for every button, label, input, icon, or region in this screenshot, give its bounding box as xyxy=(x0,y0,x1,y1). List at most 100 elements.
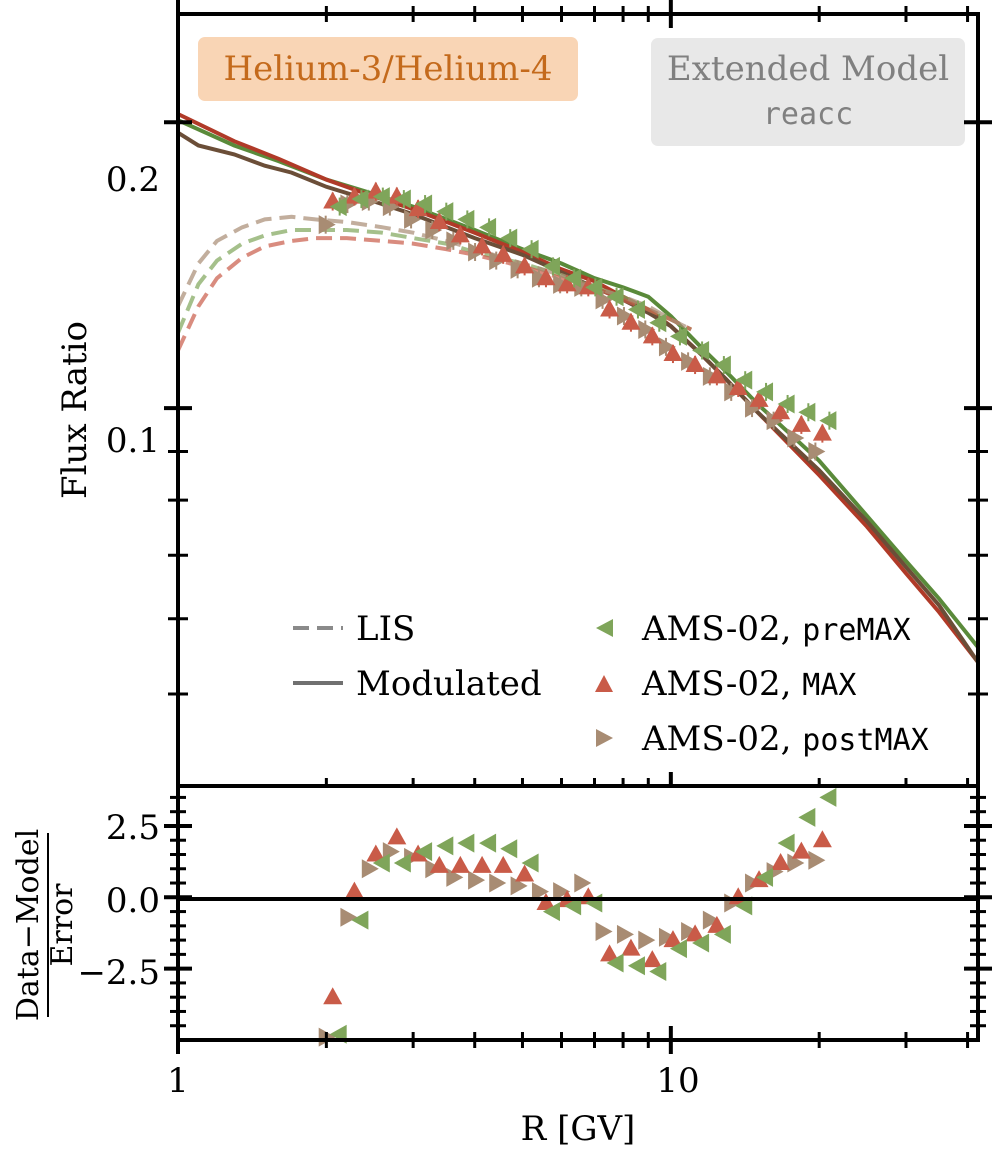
data-point-max xyxy=(557,274,577,292)
data-point-premax xyxy=(393,189,411,209)
residual-point-max xyxy=(621,938,641,956)
residual-label-numerator: Data−Model xyxy=(11,829,46,1021)
residual-point-premax xyxy=(669,939,687,959)
data-point-premax xyxy=(627,300,645,320)
residual-point-postmax xyxy=(638,930,656,950)
residual-point-premax xyxy=(415,842,433,862)
data-point-max xyxy=(771,402,791,420)
residual-point-max xyxy=(472,855,492,873)
data-point-premax xyxy=(479,217,497,237)
data-point-max xyxy=(493,244,513,262)
x-tick-label-1: 1 xyxy=(167,1061,189,1101)
residual-tick-label-2.5: 2.5 xyxy=(106,808,160,848)
data-point-premax xyxy=(735,370,753,390)
residual-point-postmax xyxy=(787,853,805,873)
data-point-premax xyxy=(372,187,390,207)
modulated-curve-postmax xyxy=(176,131,980,664)
data-point-premax xyxy=(585,277,603,297)
residual-point-max xyxy=(387,827,407,845)
residual-point-max xyxy=(771,853,791,871)
legend-postmax-label: AMS-02, postMAX xyxy=(641,719,929,759)
data-point-max xyxy=(429,212,449,230)
residual-point-max xyxy=(450,855,470,873)
residual-tick-label-minus2.5: −2.5 xyxy=(77,953,160,993)
x-axis-label: R [GV] xyxy=(521,1109,636,1149)
residual-point-premax xyxy=(606,953,624,973)
legend-premax-label: AMS-02, preMAX xyxy=(641,609,911,649)
residual-point-postmax xyxy=(468,870,486,890)
data-point-premax xyxy=(713,355,731,375)
legend: LIS Modulated AMS-02, preMAX AMS-02, MAX… xyxy=(293,609,929,759)
residual-point-max xyxy=(663,930,683,948)
residual-point-premax xyxy=(713,924,731,944)
y-axis-label: Flux Ratio xyxy=(55,321,95,499)
model-label: Extended Model xyxy=(667,49,949,89)
legend-modulated-label: Modulated xyxy=(356,664,542,704)
data-point-max xyxy=(749,389,769,407)
data-point-postmax xyxy=(638,319,656,339)
residual-point-max xyxy=(812,830,832,848)
data-point-premax xyxy=(819,411,837,431)
residual-point-premax xyxy=(542,902,560,922)
residual-point-premax xyxy=(521,853,539,873)
data-point-premax xyxy=(649,313,667,333)
data-point-postmax xyxy=(404,209,422,229)
modulated-curve-max xyxy=(177,112,980,664)
residual-point-max xyxy=(600,944,620,962)
residual-point-premax xyxy=(735,896,753,916)
residual-point-max xyxy=(707,915,727,933)
data-point-premax xyxy=(521,239,539,259)
data-point-max xyxy=(621,312,641,330)
data-point-max xyxy=(642,326,662,344)
legend-max-marker xyxy=(595,675,613,692)
residual-point-max xyxy=(429,855,449,873)
residual-markers xyxy=(318,787,837,1047)
data-point-max xyxy=(450,225,470,243)
data-point-premax xyxy=(457,209,475,229)
data-point-premax xyxy=(351,189,369,209)
data-point-max xyxy=(515,256,535,274)
residual-point-postmax xyxy=(658,927,676,947)
data-point-max xyxy=(472,236,492,254)
residual-point-premax xyxy=(457,833,475,853)
model-curves xyxy=(176,112,980,664)
model-label-box xyxy=(651,38,965,146)
data-point-premax xyxy=(542,256,560,276)
data-point-postmax xyxy=(318,215,336,235)
y-tick-label-0.2: 0.2 xyxy=(106,160,160,200)
residual-axis-label: Data−Model Error xyxy=(11,829,80,1021)
residual-point-postmax xyxy=(531,882,549,902)
residual-point-max xyxy=(323,987,343,1005)
residual-label-denominator: Error xyxy=(45,883,80,967)
legend-max-code: MAX xyxy=(802,668,856,703)
residual-point-max xyxy=(366,844,386,862)
data-point-premax xyxy=(564,268,582,288)
legend-postmax-marker xyxy=(596,729,613,747)
data-point-premax xyxy=(777,394,795,414)
data-point-postmax xyxy=(745,398,763,418)
data-point-premax xyxy=(436,202,454,222)
residual-point-postmax xyxy=(702,910,720,930)
residual-point-postmax xyxy=(616,924,634,944)
data-point-max xyxy=(408,199,428,217)
species-label: Helium-3/Helium-4 xyxy=(223,49,552,89)
data-point-max xyxy=(728,377,748,395)
residual-point-premax xyxy=(627,956,645,976)
residual-point-premax xyxy=(500,839,518,859)
axis-ticks xyxy=(164,0,992,1054)
residual-point-premax xyxy=(649,962,667,982)
residual-point-max xyxy=(791,841,811,859)
data-point-max xyxy=(536,268,556,286)
residual-tick-label-0.0: 0.0 xyxy=(106,881,160,921)
legend-max-prefix: AMS-02, xyxy=(641,664,802,704)
data-point-max xyxy=(663,344,683,362)
data-point-postmax xyxy=(681,351,699,371)
data-point-premax xyxy=(692,340,710,360)
residual-point-premax xyxy=(819,787,837,807)
x-tick-label-10: 10 xyxy=(656,1061,699,1101)
residual-point-max xyxy=(642,950,662,968)
legend-lis-label: LIS xyxy=(356,609,415,649)
residual-point-postmax xyxy=(340,907,358,927)
data-point-premax xyxy=(756,382,774,402)
